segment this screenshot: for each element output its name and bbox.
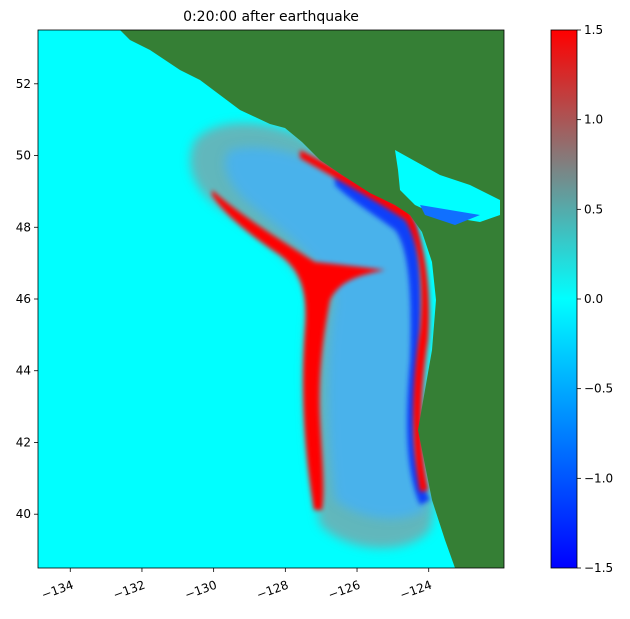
y-tick-label: 50 [16, 149, 31, 163]
colorbar-tick-label: 1.5 [584, 23, 603, 37]
x-tick-label: −132 [111, 578, 147, 602]
x-tick-label: −134 [40, 578, 76, 602]
y-tick-label: 48 [16, 220, 31, 234]
chart-title: 0:20:00 after earthquake [183, 9, 359, 25]
colorbar-tick-label: 0.5 [584, 202, 603, 216]
colorbar-tick-label: 1.0 [584, 113, 603, 127]
y-tick-label: 42 [16, 435, 31, 449]
map-field [38, 30, 504, 568]
colorbar [550, 29, 578, 569]
x-tick-label: −126 [326, 578, 362, 602]
colorbar-tick-label: −1.5 [584, 561, 613, 575]
x-tick-label: −124 [398, 578, 434, 602]
y-tick-label: 52 [16, 77, 31, 91]
x-tick-label: −128 [255, 578, 291, 602]
colorbar-tick-label: −0.5 [584, 382, 613, 396]
y-tick-label: 46 [16, 292, 31, 306]
y-tick-label: 40 [16, 507, 31, 521]
colorbar-tick-label: −1.0 [584, 471, 613, 485]
y-tick-label: 44 [16, 364, 31, 378]
x-tick-label: −130 [183, 578, 219, 602]
colorbar-tick-label: 0.0 [584, 292, 603, 306]
